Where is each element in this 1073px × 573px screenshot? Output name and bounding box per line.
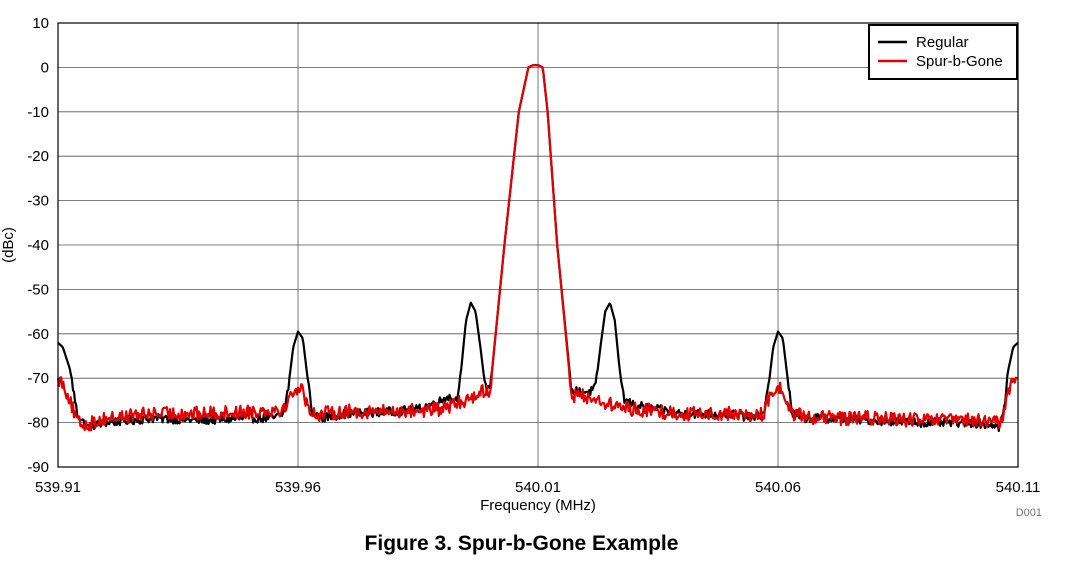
legend-label-regular: Regular bbox=[916, 34, 969, 51]
y-tick-label: -20 bbox=[27, 148, 49, 165]
y-tick-label: -70 bbox=[27, 370, 49, 387]
y-tick-label: -10 bbox=[27, 104, 49, 121]
y-tick-labels: 10 0 -10 -20 -30 -40 -50 -60 -70 -80 -90 bbox=[27, 15, 49, 476]
y-tick-label: -40 bbox=[27, 237, 49, 254]
y-tick-label: -90 bbox=[27, 459, 49, 476]
legend-label-spur-b-gone: Spur-b-Gone bbox=[916, 53, 1003, 70]
x-tick-label: 539.96 bbox=[275, 479, 321, 496]
y-tick-label: -60 bbox=[27, 326, 49, 343]
figure-id-watermark: D001 bbox=[1016, 507, 1042, 519]
y-tick-label: -30 bbox=[27, 193, 49, 210]
x-tick-label: 540.11 bbox=[996, 479, 1041, 496]
chart-svg: 539.91 539.96 540.01 540.06 540.11 10 0 -10 -20… bbox=[0, 15, 1042, 519]
y-tick-label: -80 bbox=[27, 415, 49, 432]
x-tick-labels: 539.91 539.96 540.01 540.06 540.11 bbox=[35, 479, 1040, 496]
y-tick-label: -50 bbox=[27, 281, 49, 298]
x-axis-title: Frequency (MHz) bbox=[480, 497, 596, 514]
y-tick-label: 10 bbox=[32, 15, 49, 32]
grid bbox=[57, 22, 1019, 468]
plot-area-border bbox=[57, 22, 1019, 468]
series-layer bbox=[56, 64, 1019, 433]
legend-box bbox=[868, 24, 1018, 80]
y-axis-title: (dBc) bbox=[0, 227, 17, 263]
x-tick-label: 540.06 bbox=[755, 479, 801, 496]
y-tick-label: 0 bbox=[41, 59, 49, 76]
figure-caption: Figure 3. Spur-b-Gone Example bbox=[364, 532, 679, 555]
series-line-spur-b-gone bbox=[56, 64, 1019, 432]
legend: Regular Spur-b-Gone bbox=[868, 24, 1018, 80]
x-tick-label: 540.01 bbox=[515, 479, 561, 496]
x-tick-label: 539.91 bbox=[35, 479, 81, 496]
